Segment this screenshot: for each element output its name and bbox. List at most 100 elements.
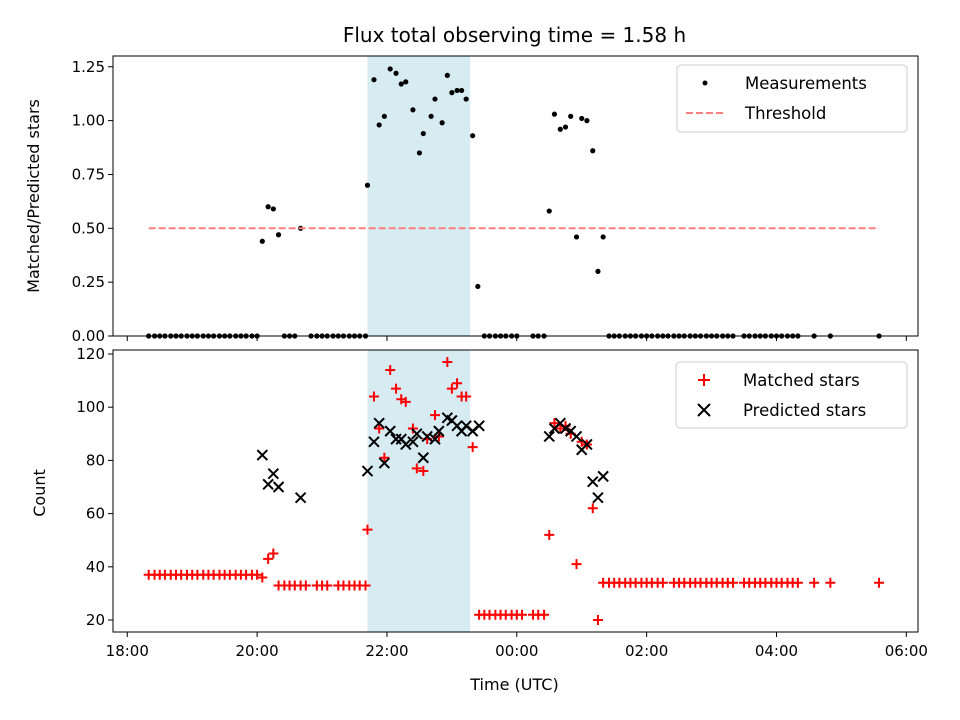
matched-star-point [300, 580, 311, 591]
predicted-star-point [390, 433, 402, 445]
matched-star-point [825, 577, 836, 588]
measurement-point [600, 234, 606, 240]
predicted-star-point [262, 478, 274, 491]
x-tick-label: 06:00 [885, 642, 928, 660]
chart-title: Flux total observing time = 1.58 h [343, 23, 686, 47]
predicted-star-point [256, 449, 269, 461]
x-tick-label: 18:00 [106, 642, 149, 660]
measurement-point [439, 120, 445, 126]
predicted-star-point [361, 465, 374, 477]
predicted-star-point [587, 475, 599, 488]
measurement-point [557, 126, 563, 132]
predicted-star-point [368, 436, 380, 448]
matched-star-point [263, 553, 274, 564]
measurement-point [270, 206, 276, 212]
matched-star-point [442, 356, 453, 367]
measurement-point [275, 232, 282, 238]
matched-star-point [571, 559, 582, 570]
observing-window-shade [367, 56, 471, 336]
top-panel-ticks: 0.00 0.25 0.50 0.75 1.00 1.25 [72, 58, 907, 345]
matched-star-point [418, 466, 429, 477]
matched-star-point [809, 577, 820, 588]
y-tick-label: 120 [76, 345, 105, 363]
measurement-point [416, 150, 423, 156]
measurement-point [398, 81, 404, 87]
matched-star-point [727, 577, 738, 588]
measurement-point [444, 72, 450, 78]
x-tick-label: 00:00 [495, 642, 538, 660]
matched-star-point [792, 577, 803, 588]
bottom-xlabel: Time (UTC) [469, 675, 558, 694]
matched-star-point [874, 577, 885, 588]
predicted-star-point [272, 481, 285, 493]
measurement-point [393, 70, 399, 76]
y-tick-label: 60 [86, 505, 105, 523]
measurement-point [568, 113, 574, 119]
measurement-point [470, 133, 476, 139]
matched-star-point [391, 383, 402, 394]
predicted-star-point [384, 425, 396, 437]
legend-threshold-label: Threshold [744, 104, 826, 123]
measurement-point [381, 113, 387, 119]
measurement-point [562, 124, 569, 130]
matched-star-point [592, 615, 603, 626]
y-tick-label: 1.25 [72, 58, 105, 76]
measurement-point [551, 111, 558, 117]
observing-window-shade-bottom [367, 350, 471, 632]
matched-star-point [657, 577, 668, 588]
bottom-legend-box [675, 361, 908, 429]
bottom-panel-frame [112, 349, 919, 633]
y-tick-label: 1.00 [72, 112, 105, 130]
matched-star-point [368, 391, 379, 402]
matched-star-point [407, 423, 418, 434]
top-panel-frame [112, 55, 919, 337]
measurement-point [265, 204, 271, 210]
measurement-point [475, 283, 481, 290]
predicted-star-point [597, 470, 609, 483]
x-tick-label: 04:00 [755, 642, 798, 660]
x-tick-label: 02:00 [625, 642, 668, 660]
matched-star-point [268, 548, 279, 559]
top-panel: 0.00 0.25 0.50 0.75 1.00 1.25 Matched/Predict… [24, 55, 919, 345]
measurement-point [376, 122, 382, 128]
predicted-star-point [294, 491, 307, 504]
bottom-legend: Matched stars Predicted stars [675, 361, 908, 429]
bottom-panel: 20 40 60 80 100 120 18:00 20:00 22:00 00:00 02:00 0… [30, 345, 928, 694]
matched-star-point [555, 423, 566, 434]
predicted-star-point [378, 457, 391, 469]
measurement-point [371, 77, 377, 83]
matched-star-point [430, 410, 440, 421]
y-tick-label: 20 [86, 611, 105, 629]
bottom-panel-ticks: 20 40 60 80 100 120 18:00 20:00 22:00 00:00 02:00 0… [76, 345, 928, 660]
matched-star-point [452, 378, 463, 389]
predicted-star-point [400, 438, 412, 451]
matched-star-point [360, 580, 371, 591]
y-tick-label: 0.50 [72, 219, 105, 237]
measurement-point [459, 87, 465, 94]
predicted-star-point [592, 491, 604, 504]
y-tick-label: 100 [76, 398, 105, 416]
measurement-point [590, 148, 596, 154]
predicted-star-point [570, 430, 583, 443]
matched-star-point [362, 524, 373, 535]
legend-predicted-label: Predicted stars [743, 401, 866, 420]
measurement-point [463, 96, 469, 102]
top-legend: Measurements Threshold [676, 64, 908, 133]
predicted-star-point [373, 417, 385, 429]
predicted-star-point [581, 438, 593, 451]
y-tick-label: 0.00 [72, 327, 105, 345]
measurement-point [595, 268, 601, 274]
bottom-ylabel: Count [30, 469, 49, 517]
legend-predicted-marker [697, 403, 711, 417]
measurement-point [546, 208, 552, 214]
bottom-panel-marks [143, 356, 885, 626]
predicted-star-point [473, 420, 485, 432]
measurement-point [420, 130, 426, 137]
predicted-star-point [407, 436, 419, 448]
measurement-point [454, 87, 460, 94]
matched-star-point [257, 572, 268, 583]
matched-star-point [411, 463, 422, 474]
predicted-star-point [429, 433, 441, 445]
matched-star-point [461, 391, 472, 402]
